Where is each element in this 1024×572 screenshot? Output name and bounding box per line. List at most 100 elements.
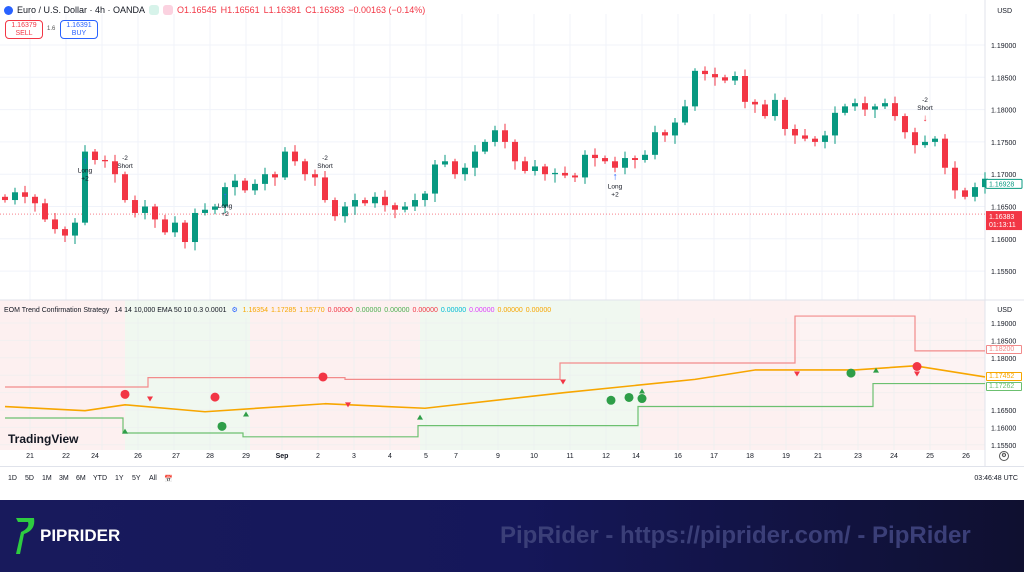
- time-axis-label: 28: [206, 453, 214, 460]
- candle: [962, 190, 968, 197]
- candle: [622, 158, 628, 168]
- long-arrow-icon: ↑: [613, 172, 618, 183]
- tradingview-logo: TradingView: [8, 432, 78, 446]
- candle: [132, 200, 138, 213]
- time-axis-label: 4: [388, 453, 392, 460]
- signal-label: Short: [917, 105, 933, 112]
- tradingview-logo-text: TradingView: [8, 432, 79, 446]
- ohlc-open: O1.16545: [177, 5, 217, 15]
- candle: [182, 222, 188, 243]
- candle: [592, 154, 598, 159]
- candle: [412, 200, 418, 207]
- time-axis-label: 14: [632, 453, 640, 460]
- candle: [662, 132, 668, 136]
- range-button-1d[interactable]: 1D: [8, 475, 17, 482]
- candle: [302, 161, 308, 175]
- candle: [112, 161, 118, 175]
- last-bar-price-box: [985, 178, 1023, 189]
- indicator-value: 0.00000: [355, 307, 382, 314]
- bullish-trend-dot: [846, 368, 856, 378]
- candle: [212, 206, 218, 210]
- auto-scale-icon[interactable]: ⚙: [999, 451, 1009, 461]
- candle: [752, 101, 758, 105]
- clock[interactable]: 03:46:48 UTC: [974, 475, 1018, 482]
- indicator-value: 0.00000: [384, 307, 410, 314]
- indicator-value: 1.16354: [242, 307, 268, 314]
- candle: [192, 212, 198, 243]
- signal-qty: +2: [611, 192, 619, 199]
- price-chart[interactable]: 1.19000 1.19000 1.18500 1.18500 1.18000 1.180…: [0, 0, 1024, 466]
- candle: [2, 196, 8, 201]
- triangle-up-icon: [243, 411, 249, 417]
- bullish-trend-dot: [217, 421, 227, 431]
- long-arrow-icon: ↑: [83, 156, 88, 167]
- candle: [62, 229, 68, 236]
- time-axis[interactable]: 21 22 24 26 27 28 29 Sep 2 3 4 5 7 9 10 11 12 14 16 17 18 19 2…: [0, 450, 985, 464]
- candle: [142, 206, 148, 213]
- candle: [902, 116, 908, 133]
- currency-selector[interactable]: USD: [997, 8, 1012, 15]
- candle: [842, 106, 848, 113]
- bullish-trend-dot: [606, 395, 616, 405]
- triangle-down-icon: [560, 379, 566, 385]
- bullish-trend-dot: [637, 394, 647, 404]
- triangle-up-icon: [122, 428, 128, 434]
- calendar-icon[interactable]: 📅: [164, 476, 173, 483]
- indicator-settings-icon[interactable]: ⚙: [231, 307, 238, 314]
- bearish-trend-dot: [912, 362, 922, 371]
- buy-label: BUY: [71, 30, 87, 37]
- indicator-value: 0.00000: [525, 307, 552, 314]
- range-button-1m[interactable]: 1M: [42, 475, 52, 482]
- candle: [712, 74, 718, 78]
- range-button-6m[interactable]: 6M: [76, 475, 86, 482]
- indicator-value: 0.00000: [469, 307, 495, 314]
- candle: [972, 187, 978, 197]
- candle: [632, 158, 638, 160]
- candle: [612, 161, 618, 168]
- candle: [682, 106, 688, 123]
- bottom-toolbar: 1D 5D 1M 3M 6M YTD 1Y 5Y All 📅 03:46:48 UTC: [0, 466, 1024, 488]
- indicator-value: 0.00000: [497, 307, 523, 314]
- lower-band-line: [5, 382, 985, 438]
- range-button-all[interactable]: All: [149, 475, 157, 482]
- buy-button[interactable]: 1.16391 BUY: [60, 20, 98, 39]
- symbol-title[interactable]: Euro / U.S. Dollar · 4h · OANDA: [17, 5, 146, 15]
- time-axis-label: 21: [26, 453, 34, 460]
- short-arrow-icon: ↓: [323, 171, 328, 182]
- candle: [102, 159, 108, 162]
- range-button-3m[interactable]: 3M: [59, 475, 69, 482]
- candle: [762, 104, 768, 117]
- indicator-params: 14 14 10,000 EMA 50 10 0.3 0.0001: [114, 307, 227, 314]
- candle: [272, 174, 278, 178]
- time-axis-label: 5: [424, 453, 428, 460]
- candle: [922, 141, 928, 146]
- candle: [952, 167, 958, 191]
- candle: [202, 209, 208, 213]
- range-button-ytd[interactable]: YTD: [93, 475, 107, 482]
- candle: [282, 151, 288, 178]
- candle: [702, 70, 708, 75]
- sell-price: 1.16379: [11, 22, 37, 29]
- triangle-up-icon: [639, 388, 645, 394]
- signal-label: Short: [117, 163, 133, 170]
- signal-qty: +2: [81, 176, 89, 183]
- sell-button[interactable]: 1.16379 SELL: [5, 20, 43, 39]
- candle: [722, 77, 728, 81]
- candle: [362, 200, 368, 204]
- candle: [862, 103, 868, 110]
- indicator-legend[interactable]: EOM Trend Confirmation Strategy 14 14 10…: [4, 306, 557, 314]
- range-button-5d[interactable]: 5D: [25, 475, 34, 482]
- watermark: PipRider - https://piprider.com/ - PipRi…: [500, 522, 971, 549]
- candle: [342, 206, 348, 217]
- time-axis-label: 27: [172, 453, 180, 460]
- range-button-5y[interactable]: 5Y: [132, 475, 141, 482]
- ohlc-change: −0.00163 (−0.14%): [348, 5, 426, 15]
- indicator-value: 1.17285: [270, 307, 297, 314]
- piprider-logo: PIPRIDER: [40, 526, 121, 545]
- triangle-down-icon: [345, 402, 351, 408]
- range-button-1y[interactable]: 1Y: [115, 475, 124, 482]
- bearish-trend-dot: [210, 392, 220, 402]
- upper-band-value-tag: 1.18200: [986, 344, 1022, 354]
- candle: [512, 141, 518, 162]
- time-axis-label: 24: [890, 453, 898, 460]
